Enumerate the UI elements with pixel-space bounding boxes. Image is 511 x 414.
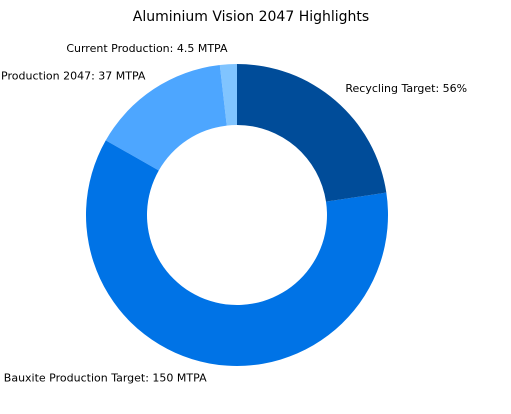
donut-slice-1	[219, 64, 237, 126]
chart-title: Aluminium Vision 2047 Highlights	[133, 9, 369, 25]
donut-slice-4	[237, 64, 387, 202]
slices-group	[86, 64, 388, 366]
donut-slice-3	[86, 140, 388, 366]
labels-group: Current Production: 4.5 MTPA Target Produ…	[0, 42, 467, 384]
slice-label-1: Current Production: 4.5 MTPA	[66, 42, 228, 55]
slice-label-4: Recycling Target: 56%	[345, 82, 467, 95]
slice-label-3: Bauxite Production Target: 150 MTPA	[4, 371, 207, 384]
donut-slice-2	[105, 64, 227, 171]
slice-label-2: Target Production 2047: 37 MTPA	[0, 69, 146, 82]
